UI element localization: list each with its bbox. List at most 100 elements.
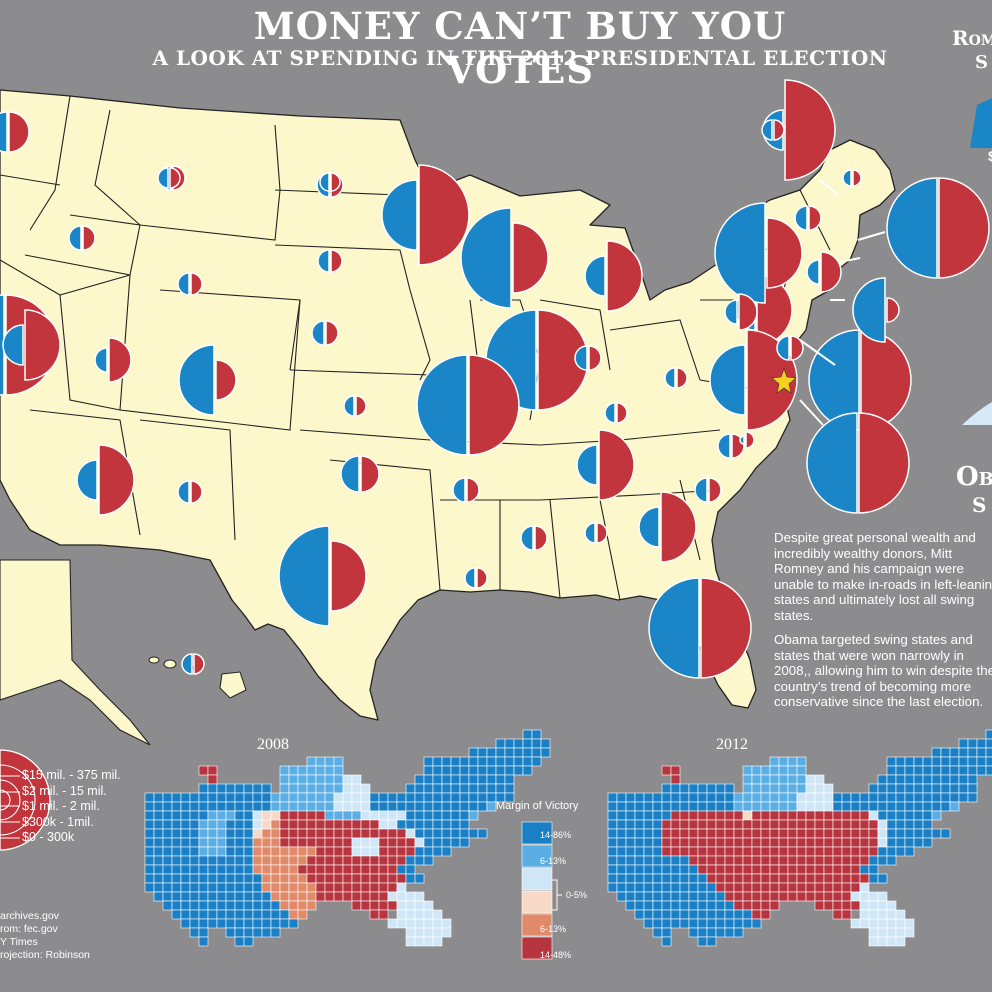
- cartogram-tile: [198, 837, 209, 848]
- cartogram-tile: [706, 855, 717, 866]
- cartogram-tile: [751, 918, 762, 929]
- cartogram-tile: [270, 819, 281, 830]
- cartogram-tile: [387, 828, 398, 839]
- obama-spending-half-ca: [0, 294, 5, 396]
- cartogram-tile: [423, 837, 434, 848]
- cartogram-tile: [751, 855, 762, 866]
- cartogram-tile: [225, 810, 236, 821]
- romney-spending-half-wi: [512, 222, 549, 294]
- cartogram-tile: [742, 828, 753, 839]
- cartogram-tile: [832, 837, 843, 848]
- cartogram-tile: [225, 783, 236, 794]
- cartogram-tile: [733, 810, 744, 821]
- cartogram-tile: [877, 783, 888, 794]
- cartogram-tile: [787, 837, 798, 848]
- cartogram-tile: [279, 855, 290, 866]
- cartogram-tile: [805, 837, 816, 848]
- cartogram-tile: [715, 927, 726, 938]
- cartogram-tile: [234, 873, 245, 884]
- cartogram-tile: [706, 783, 717, 794]
- cartogram-tile: [207, 837, 218, 848]
- cartogram-tile: [886, 792, 897, 803]
- cartogram-tile: [787, 801, 798, 812]
- cartogram-tile: [814, 846, 825, 857]
- cartogram-tile: [333, 792, 344, 803]
- cartogram-tile: [895, 936, 906, 947]
- cartogram-tile: [270, 837, 281, 848]
- cartogram-tile: [279, 801, 290, 812]
- cartogram-tile: [207, 855, 218, 866]
- cartogram-tile: [342, 882, 353, 893]
- cartogram-tile: [643, 846, 654, 857]
- cartogram-tile: [985, 756, 992, 767]
- cartogram-tile: [243, 855, 254, 866]
- cartogram-tile: [207, 846, 218, 857]
- cartogram-tile: [742, 900, 753, 911]
- cartogram-tile: [634, 909, 645, 920]
- cartogram-tile: [841, 810, 852, 821]
- romney-spending-half-extra: [852, 169, 862, 187]
- cartogram-tile: [261, 882, 272, 893]
- cartogram-tile: [625, 864, 636, 875]
- romney-spending-half-extra: [466, 477, 480, 503]
- cartogram-tile: [189, 801, 200, 812]
- romney-spending-half-extra: [325, 320, 339, 346]
- cartogram-tile: [288, 891, 299, 902]
- cartogram-tile: [414, 774, 425, 785]
- romney-spending-half-extra: [190, 480, 203, 504]
- romney-spending-half-tx: [330, 540, 367, 612]
- cartogram-tile: [886, 828, 897, 839]
- cartogram-tile: [153, 873, 164, 884]
- cartogram-tile: [940, 828, 951, 839]
- cartogram-tile: [189, 810, 200, 821]
- spending-legend-label: $300k - 1mil.: [22, 815, 94, 829]
- cartogram-tile: [234, 891, 245, 902]
- romney-spending-half-oh: [537, 309, 589, 411]
- cartogram-tile: [144, 873, 155, 884]
- cartogram-tile: [288, 801, 299, 812]
- cartogram-tile: [432, 792, 443, 803]
- cartogram-tile: [369, 828, 380, 839]
- cartogram-tile: [724, 792, 735, 803]
- cartogram-tile: [769, 756, 780, 767]
- cartogram-tile: [459, 792, 470, 803]
- cartogram-tile: [297, 909, 308, 920]
- cartogram-tile: [207, 801, 218, 812]
- cartogram-tile: [261, 891, 272, 902]
- cartogram-tile: [976, 756, 987, 767]
- cartogram-tile: [153, 828, 164, 839]
- cartogram-tile: [351, 810, 362, 821]
- cartogram-tile: [796, 846, 807, 857]
- cartogram-tile: [225, 819, 236, 830]
- cartogram-tile: [742, 837, 753, 848]
- cartogram-tile: [688, 837, 699, 848]
- romney-spending-half-extra: [745, 431, 755, 449]
- cartogram-tile: [234, 837, 245, 848]
- cartogram-tile: [477, 783, 488, 794]
- cartogram-tile: [751, 882, 762, 893]
- cartogram-tile: [652, 900, 663, 911]
- cartogram-tile: [261, 909, 272, 920]
- cartogram-tile: [967, 774, 978, 785]
- romney-spending-half-extra: [676, 367, 688, 389]
- cartogram-tile: [198, 819, 209, 830]
- cartogram-tile: [198, 918, 209, 929]
- cartogram-tile: [697, 900, 708, 911]
- cartogram-tile: [706, 810, 717, 821]
- cartogram-tile: [868, 846, 879, 857]
- cartogram-tile: [724, 900, 735, 911]
- cartogram-tile: [423, 756, 434, 767]
- cartogram-tile: [904, 810, 915, 821]
- cartogram-tile: [778, 891, 789, 902]
- cartogram-tile: [625, 837, 636, 848]
- cartogram-tile: [513, 765, 524, 776]
- margin-legend-label: 6-13%: [540, 924, 567, 934]
- cartogram-tile: [441, 837, 452, 848]
- cartogram-tile: [805, 828, 816, 839]
- cartogram-tile: [706, 900, 717, 911]
- romney-spending-half-extra: [108, 337, 132, 383]
- cartogram-tile: [751, 792, 762, 803]
- cartogram-tile: [180, 810, 191, 821]
- cartogram-tile: [162, 828, 173, 839]
